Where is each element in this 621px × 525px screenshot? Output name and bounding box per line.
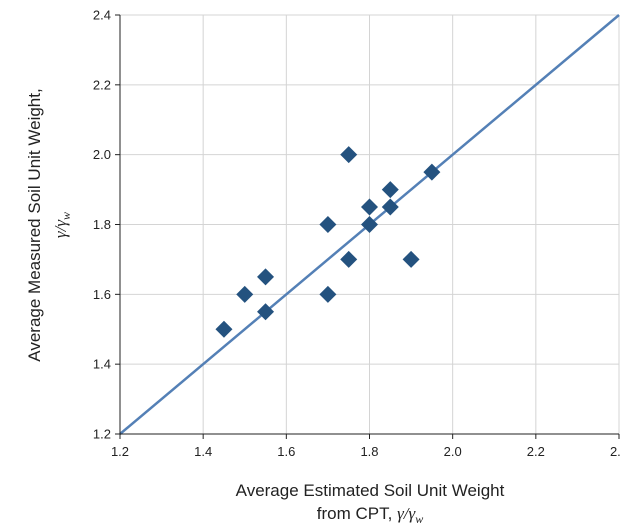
x-axis-title-symbol: γ/γ [397,504,416,523]
x-axis-title-prefix: from CPT, [317,504,397,523]
data-point-diamond [215,320,233,338]
y-axis-title-subscript: w [59,212,73,220]
data-point-diamond [340,250,358,268]
x-axis-title-subscript: w [415,512,423,525]
x-axis-title-line1: Average Estimated Soil Unit Weight [236,481,505,500]
data-point-diamond [319,216,337,233]
data-points [215,146,441,338]
data-point-diamond [381,198,399,216]
data-point-diamond [423,163,441,181]
y-axis-title-line1: Average Measured Soil Unit Weight, [25,88,44,361]
data-point-diamond [340,146,358,164]
x-tick-label: 1.8 [360,444,378,459]
y-tick-label: 1.8 [93,217,111,232]
x-tick-labels: 1.2 1.4 1.6 1.8 2.0 2.2 2.4 [111,444,621,459]
data-point-diamond [381,181,399,199]
y-tick-label: 1.4 [93,357,111,372]
y-axis-title-line2: γ/γw [51,212,73,238]
x-axis-title: Average Estimated Soil Unit Weight [236,481,505,500]
y-tick-label: 2.4 [93,8,111,23]
data-point-diamond [402,250,420,268]
y-axis-title-symbol: γ/γ [51,219,70,238]
x-tick-label: 2.0 [444,444,462,459]
data-point-diamond [361,216,378,233]
data-point-diamond [361,198,378,216]
y-axis-title-symbol-group: γ/γw [51,212,73,238]
x-tick-label: 2.2 [527,444,545,459]
axes [115,14,620,439]
y-tick-label: 2.2 [93,77,111,92]
data-point-diamond [236,285,254,303]
data-point-diamond [319,285,337,303]
x-tick-label: 1.2 [111,444,129,459]
data-point-diamond [257,303,275,321]
data-point-diamond [257,268,275,286]
x-tick-label: 1.6 [277,444,295,459]
x-tick-label: 1.4 [194,444,212,459]
y-tick-labels: 1.2 1.4 1.6 1.8 2.0 2.2 2.4 [93,8,111,442]
x-tick-label: 2.4 [610,444,621,459]
y-tick-label: 1.2 [93,427,111,442]
y-axis-title: Average Measured Soil Unit Weight, [25,88,44,361]
y-tick-label: 2.0 [93,147,111,162]
x-axis-title-line2: from CPT, γ/γw [317,504,423,525]
y-tick-label: 1.6 [93,287,111,302]
